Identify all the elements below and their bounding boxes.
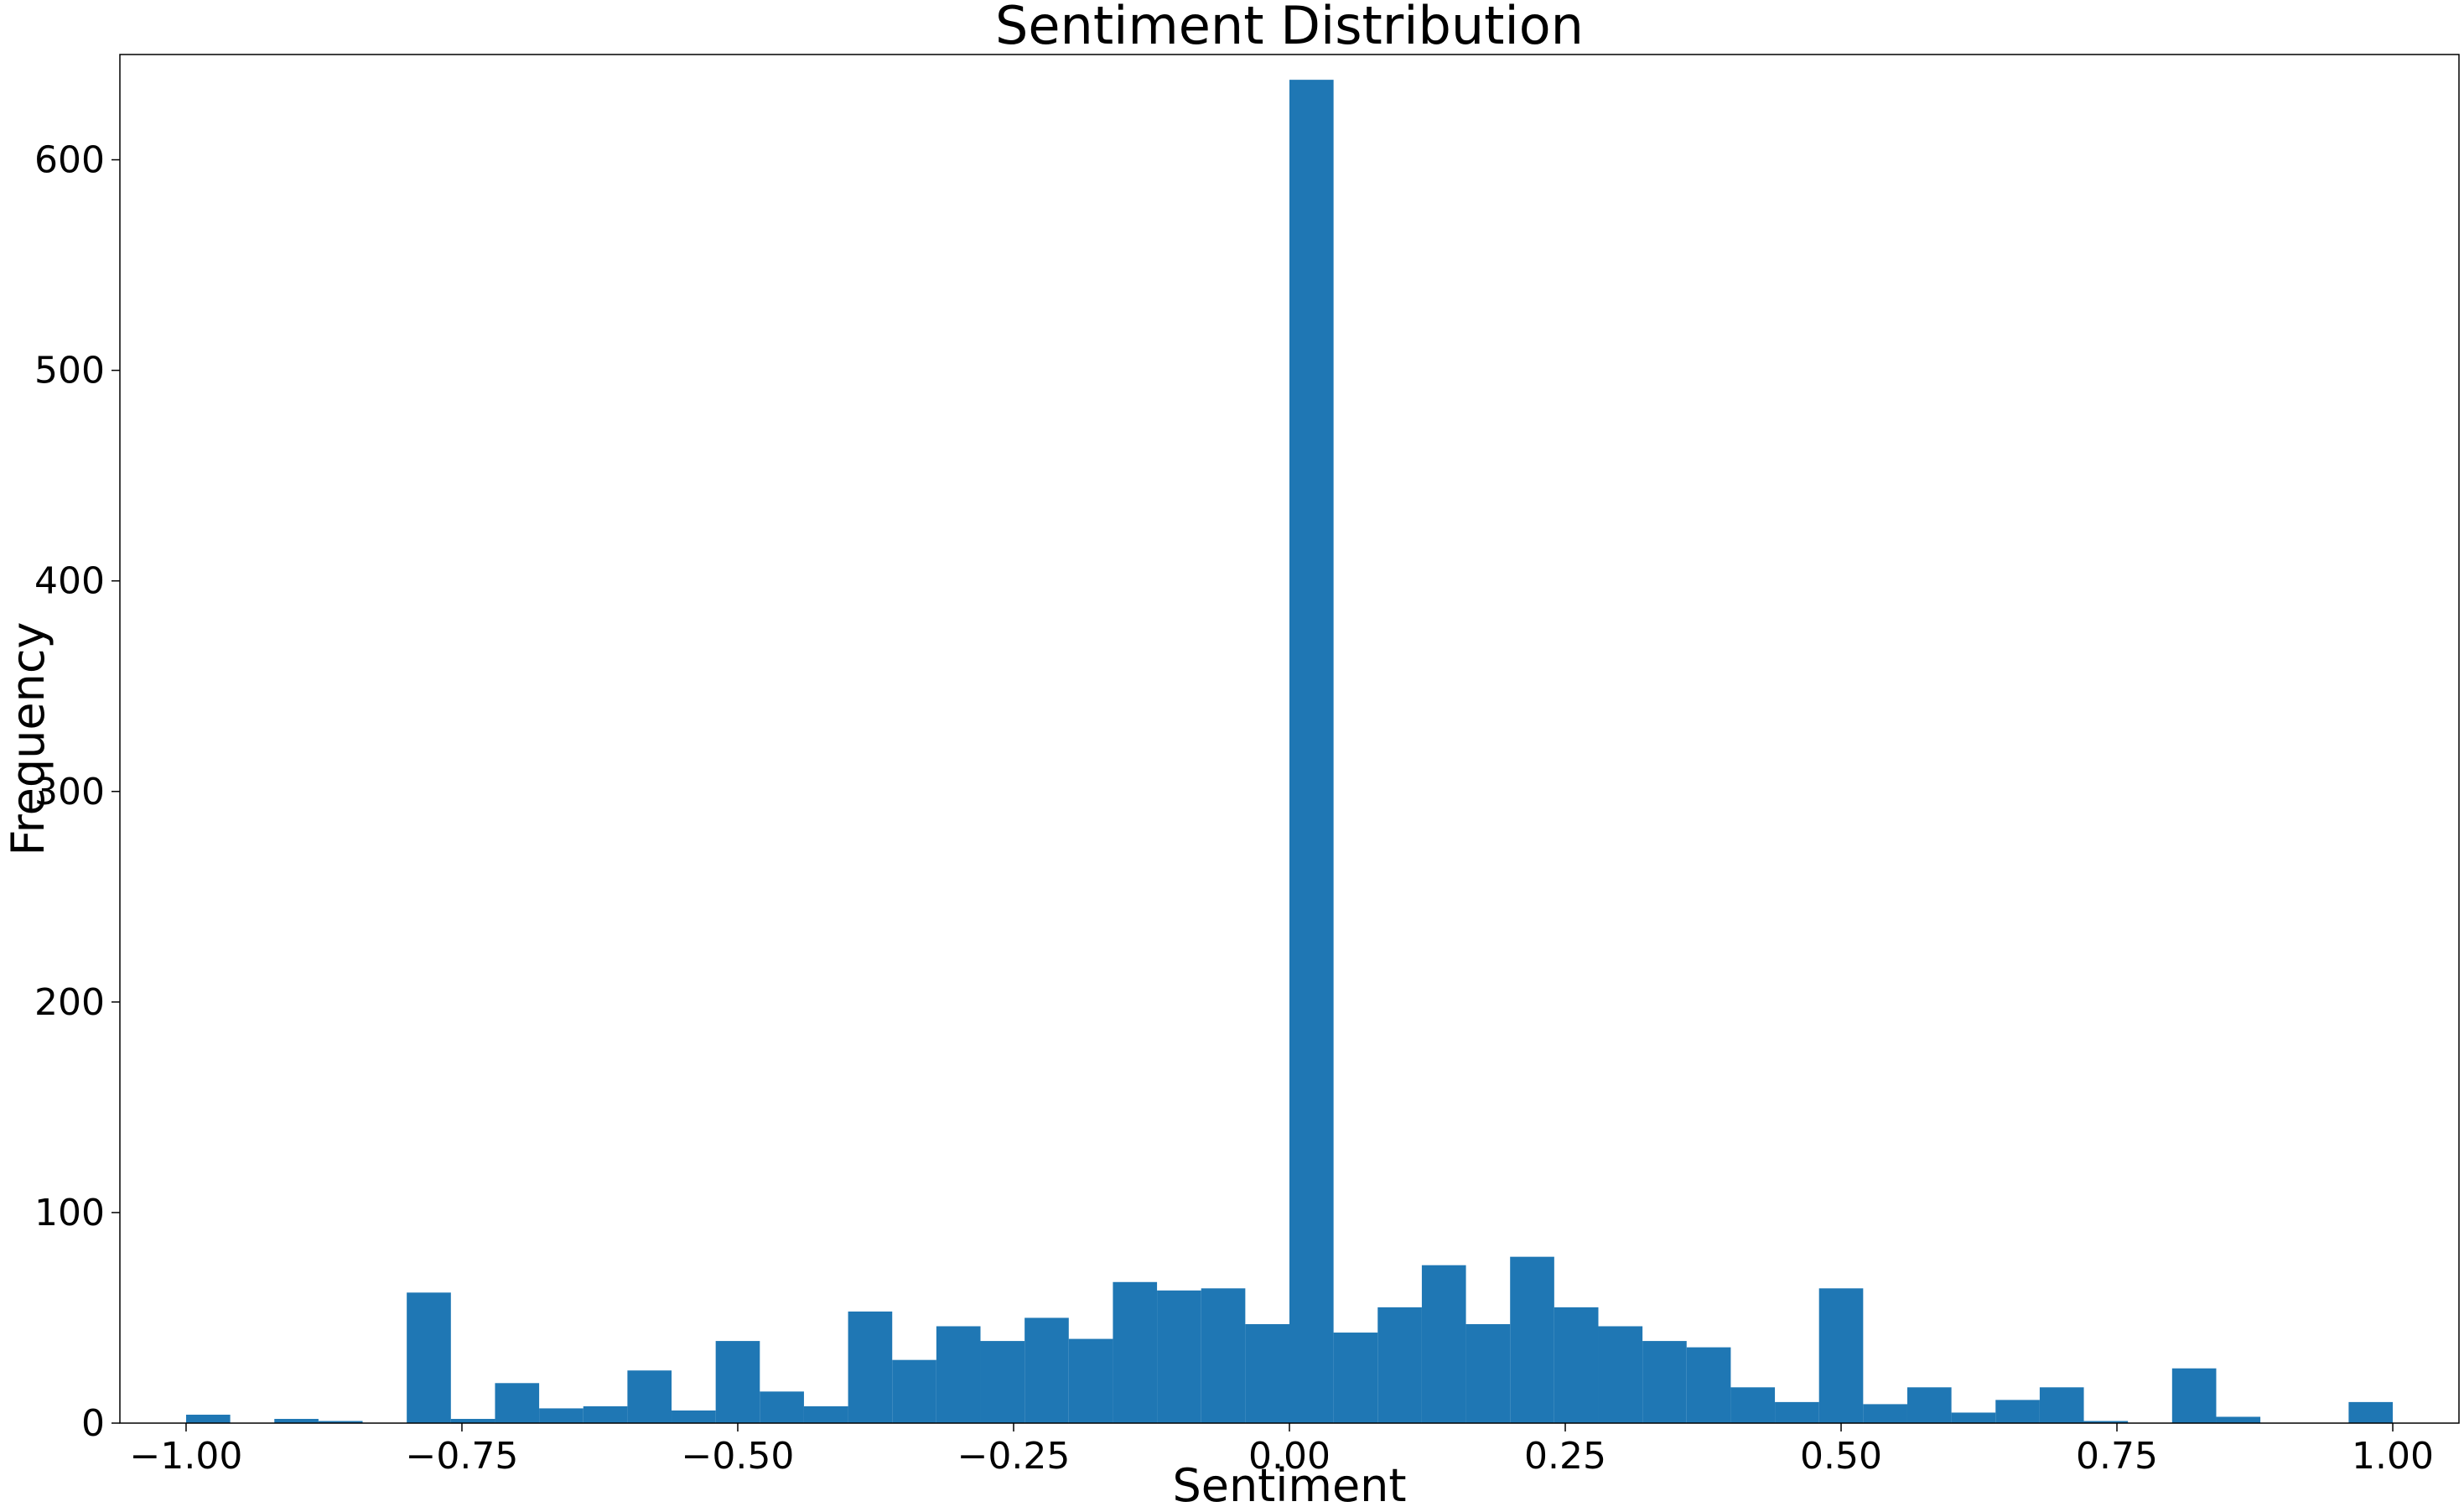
histogram-bar <box>1818 1288 1864 1423</box>
histogram-bar <box>407 1292 451 1423</box>
y-axis: 0 100 200 300 400 500 600 <box>34 139 120 1445</box>
histogram-bar <box>1025 1317 1069 1423</box>
histogram-bar <box>1333 1333 1378 1423</box>
histogram-bar <box>1201 1288 1246 1423</box>
x-tick-label: −0.25 <box>957 1435 1071 1478</box>
histogram-bar <box>1642 1341 1687 1423</box>
histogram-bar <box>185 1414 231 1423</box>
y-tick-label: 600 <box>34 139 105 182</box>
histogram-bar <box>274 1418 319 1423</box>
y-axis-label: Frequency <box>2 622 54 856</box>
x-tick-label: 0.25 <box>1524 1435 1606 1478</box>
histogram-bar <box>1289 80 1334 1423</box>
x-tick-label: 1.00 <box>2352 1435 2434 1478</box>
bars-group <box>185 80 2394 1423</box>
histogram-bar <box>583 1405 628 1423</box>
histogram-bar <box>1906 1387 1952 1423</box>
histogram-bar <box>1113 1281 1158 1423</box>
histogram-bar <box>1598 1326 1643 1423</box>
histogram-bar <box>672 1410 716 1423</box>
histogram-bar <box>2039 1387 2084 1423</box>
x-tick-label: −0.75 <box>406 1435 519 1478</box>
x-tick-label: −1.00 <box>130 1435 243 1478</box>
histogram-bar <box>715 1341 760 1423</box>
histogram-bar <box>1995 1400 2040 1423</box>
histogram-bar <box>803 1405 848 1423</box>
x-tick-label: 0.75 <box>2076 1435 2158 1478</box>
chart-title: Sentiment Distribution <box>995 0 1584 56</box>
histogram-bar <box>760 1391 804 1423</box>
histogram-bar <box>936 1326 981 1423</box>
histogram-bar <box>1421 1265 1466 1423</box>
histogram-bar <box>1068 1338 1113 1423</box>
y-tick-label: 100 <box>34 1192 105 1234</box>
histogram-bar <box>2171 1368 2217 1423</box>
y-tick-label: 200 <box>34 981 105 1024</box>
histogram-bar <box>1554 1307 1599 1423</box>
x-tick-label: −0.50 <box>682 1435 795 1478</box>
histogram-bar <box>1951 1412 1996 1423</box>
histogram-bar <box>1863 1404 1907 1423</box>
y-tick-label: 500 <box>34 350 105 392</box>
histogram-bar <box>1686 1347 1731 1423</box>
histogram-bar <box>2216 1416 2261 1423</box>
x-tick-label: 0.50 <box>1800 1435 1882 1478</box>
histogram-bar <box>2083 1421 2129 1423</box>
y-tick-label: 0 <box>81 1402 105 1445</box>
x-tick-label: 0.00 <box>1248 1435 1331 1478</box>
x-axis-label: Sentiment <box>1172 1459 1406 1512</box>
histogram-bar <box>1730 1387 1776 1423</box>
histogram-bar <box>1465 1323 1511 1423</box>
histogram-bar <box>1377 1307 1422 1423</box>
histogram-bar <box>1245 1323 1289 1423</box>
histogram-bar <box>627 1370 672 1423</box>
x-axis: −1.00 −0.75 −0.50 −0.25 0.00 0.25 0.50 0.75 1.00 <box>130 1423 2434 1478</box>
histogram-bar <box>1157 1290 1201 1423</box>
histogram-bar <box>1510 1256 1554 1423</box>
histogram-bar <box>892 1359 936 1423</box>
histogram-bar <box>539 1408 584 1423</box>
histogram-bar <box>980 1341 1025 1423</box>
histogram-bar <box>2348 1401 2394 1423</box>
histogram-bar <box>495 1383 540 1423</box>
histogram-bar <box>1775 1401 1819 1423</box>
histogram-bar <box>848 1311 893 1423</box>
y-tick-label: 300 <box>34 771 105 813</box>
y-tick-label: 400 <box>34 560 105 603</box>
histogram-bar <box>450 1418 495 1423</box>
histogram-bar <box>318 1421 363 1423</box>
